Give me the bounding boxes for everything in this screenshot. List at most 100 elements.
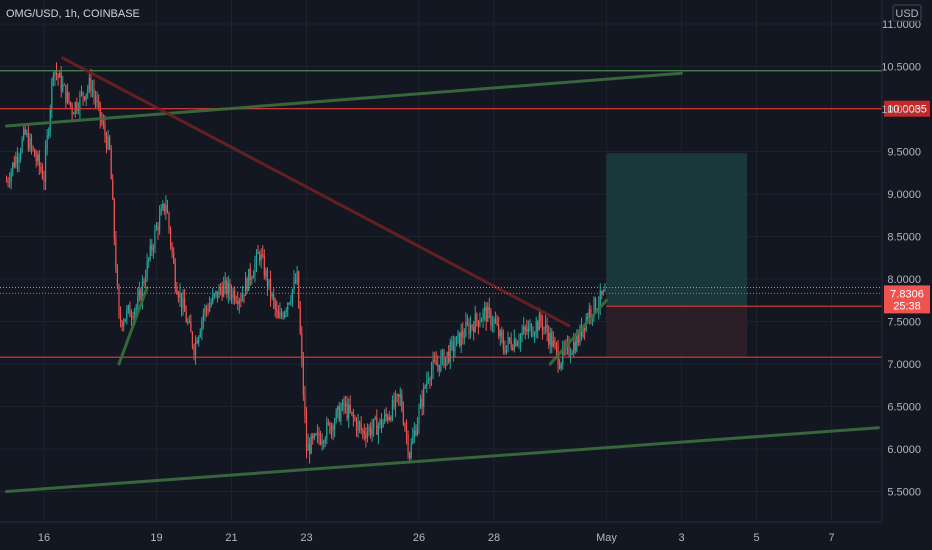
candle-body (107, 136, 109, 149)
y-tick-label: 8.5000 (887, 232, 921, 244)
candle-body (543, 327, 545, 331)
candle-body (207, 309, 209, 312)
candle-body (562, 347, 564, 364)
candle-body (462, 331, 464, 338)
candle-body (248, 268, 250, 291)
candle-body (399, 394, 401, 397)
candle-body (84, 96, 86, 100)
candle-body (290, 300, 292, 303)
candle-body (513, 339, 515, 350)
candle-body (384, 414, 386, 422)
candle-body (493, 319, 495, 325)
candle-body (252, 275, 254, 279)
candle-body (460, 331, 462, 346)
candle-body (98, 100, 100, 103)
price-label-text: 10.0035 (887, 104, 927, 116)
candle-body (80, 92, 83, 94)
candle-body (287, 303, 289, 311)
candle-body (393, 400, 395, 407)
candle-body (580, 326, 583, 337)
candle-body (255, 252, 258, 263)
candle-body (259, 253, 261, 261)
candle-body (262, 254, 264, 257)
candle-body (274, 300, 276, 310)
candle-body (130, 316, 133, 318)
candle-body (430, 370, 433, 381)
candle-body (537, 321, 539, 331)
y-tick-label: 11.0000 (882, 19, 921, 31)
candle-body (593, 297, 595, 316)
candle-body (323, 441, 325, 443)
candle-body (132, 317, 134, 319)
candle-body (101, 118, 103, 123)
candle-body (480, 319, 483, 323)
candle-body (268, 279, 270, 287)
x-tick-label: 16 (38, 532, 50, 544)
candle-body (148, 258, 150, 261)
candle-body (571, 352, 573, 355)
price-label-text: 7.8306 (890, 288, 924, 300)
candle-body (307, 443, 309, 451)
candle-body (340, 409, 342, 421)
candle-body (260, 254, 262, 261)
candle-body (579, 326, 581, 343)
candle-body (435, 361, 437, 366)
candle-body (501, 330, 503, 338)
candle-body (438, 364, 440, 371)
candle-body (246, 278, 248, 291)
candle-body (418, 408, 420, 425)
candle-body (560, 363, 562, 369)
candle-body (441, 351, 444, 357)
candle-body (79, 93, 81, 110)
candle-body (477, 320, 479, 327)
candle-body (449, 342, 451, 362)
candle-body (235, 300, 237, 302)
candle-body (518, 342, 520, 344)
candle-body (330, 425, 333, 433)
candle-body (529, 323, 531, 327)
trend-line (61, 56, 571, 328)
currency-badge[interactable]: USD (892, 4, 922, 22)
candle-body (487, 306, 489, 322)
candle-body (143, 281, 145, 284)
candle-body (91, 89, 94, 91)
chart-title: OMG/USD, 1h, COINBASE (6, 8, 140, 20)
candle-body (465, 322, 467, 337)
candle-body (532, 335, 534, 337)
candle-body (524, 327, 526, 330)
x-tick-label: 21 (225, 532, 237, 544)
candle-body (94, 95, 97, 103)
candle-body (7, 181, 9, 183)
candle-body (446, 351, 448, 357)
candle-body (329, 422, 331, 433)
candle-body (60, 73, 62, 91)
candle-body (352, 412, 354, 418)
x-tick-label: 28 (488, 532, 500, 544)
candle-body (202, 313, 204, 321)
candle-body (423, 386, 425, 407)
candle-body (73, 113, 75, 115)
candle-body (176, 288, 178, 294)
candle-body (215, 291, 217, 294)
candle-body (369, 426, 372, 435)
candle-body (582, 327, 584, 337)
candle-body (146, 260, 148, 279)
candle-body (298, 271, 300, 308)
candle-body (194, 340, 197, 356)
candle-body (118, 285, 120, 316)
candle-body (390, 417, 392, 420)
candle-body (541, 321, 544, 331)
y-tick-label: 5.5000 (887, 487, 921, 499)
candle-body (409, 453, 411, 458)
candle-body (162, 203, 164, 209)
y-tick-label: 10.0000 (881, 104, 921, 116)
candle-body (55, 71, 58, 75)
candle-body (351, 411, 353, 413)
candle-body (35, 156, 37, 161)
candle-body (327, 422, 329, 424)
candle-body (182, 298, 184, 308)
candle-body (144, 278, 147, 284)
candle-body (355, 420, 358, 431)
candle-body (396, 394, 398, 396)
